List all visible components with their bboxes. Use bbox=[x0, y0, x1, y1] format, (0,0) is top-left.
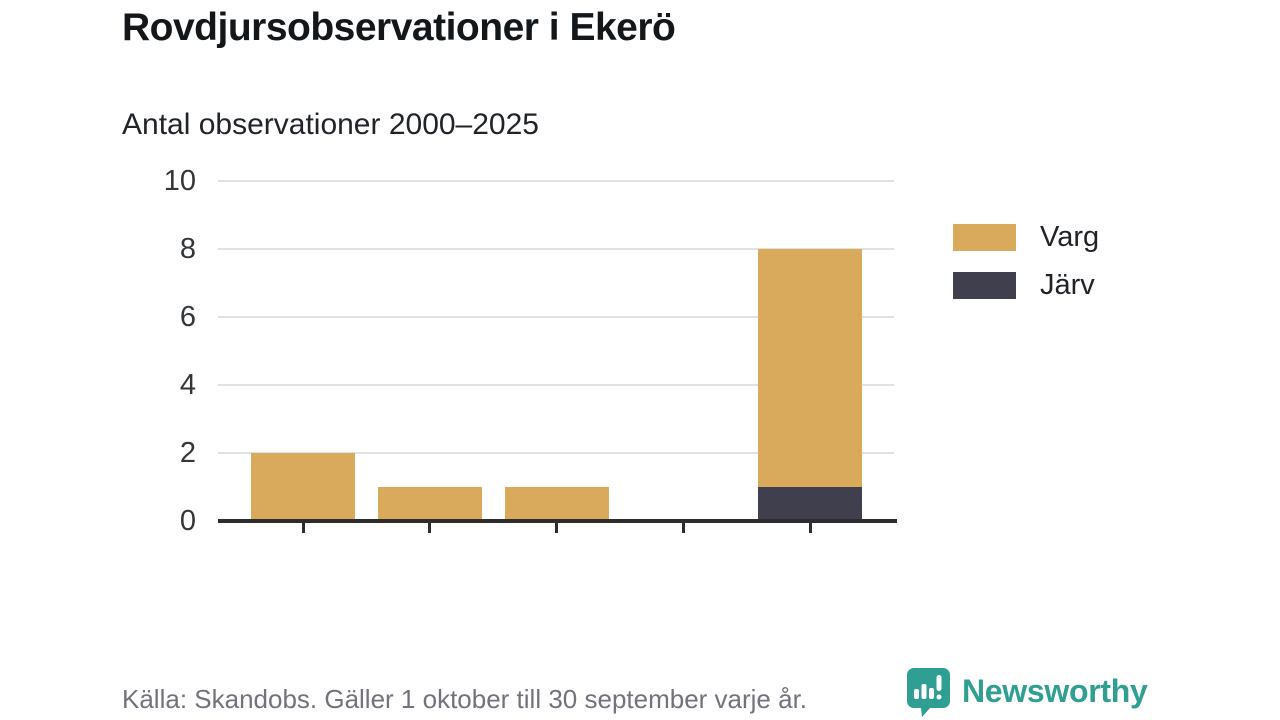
legend-label: Varg bbox=[1040, 220, 1100, 253]
bar-segment-varg bbox=[251, 453, 355, 521]
gridline bbox=[218, 316, 894, 318]
x-axis-tick bbox=[555, 523, 558, 533]
gridline bbox=[218, 452, 894, 454]
bar-segment-varg bbox=[758, 249, 862, 487]
legend: Varg Järv bbox=[953, 213, 1099, 309]
gridline bbox=[218, 248, 894, 250]
bar-21-22 bbox=[377, 487, 482, 521]
x-axis-tick bbox=[681, 523, 685, 533]
legend-swatch bbox=[953, 223, 1016, 251]
y-axis-tick-label: 4 bbox=[179, 369, 196, 401]
legend-item-järv: Järv bbox=[953, 261, 1099, 309]
branding: Newsworthy bbox=[903, 666, 1148, 717]
y-axis-tick-label: 2 bbox=[179, 437, 196, 469]
bar-20-21 bbox=[251, 453, 355, 521]
plot-area: 20/2121/2222/2323/2424/25 bbox=[218, 180, 897, 533]
branding-wordmark: Newsworthy bbox=[962, 673, 1148, 709]
legend-item-varg: Varg bbox=[953, 213, 1099, 261]
bar-segment-varg bbox=[377, 487, 482, 521]
chart-subtitle: Antal observationer 2000–2025 bbox=[122, 108, 539, 141]
legend-label: Järv bbox=[1040, 268, 1095, 301]
chart-title: Rovdjursobservationer i Ekerö bbox=[122, 6, 676, 49]
y-axis-tick-label: 0 bbox=[179, 505, 196, 537]
bar-segment-varg bbox=[504, 487, 609, 521]
gridline bbox=[218, 384, 894, 386]
legend-swatch bbox=[953, 271, 1016, 299]
bar-segment-järv bbox=[758, 487, 862, 521]
bar-22-23 bbox=[504, 487, 609, 521]
x-axis-tick bbox=[808, 523, 812, 533]
x-axis-tick bbox=[428, 523, 432, 533]
bar-chart-speech-bubble-icon bbox=[907, 668, 950, 717]
source-note: Källa: Skandobs. Gäller 1 oktober till 3… bbox=[122, 684, 808, 714]
gridline bbox=[218, 180, 894, 182]
x-axis-line bbox=[218, 519, 897, 523]
x-axis-tick bbox=[301, 523, 305, 533]
y-axis-tick-label: 8 bbox=[179, 233, 196, 265]
bar-24-25 bbox=[758, 249, 862, 521]
y-axis-tick-label: 10 bbox=[163, 165, 196, 197]
y-axis-tick-label: 6 bbox=[179, 301, 196, 333]
